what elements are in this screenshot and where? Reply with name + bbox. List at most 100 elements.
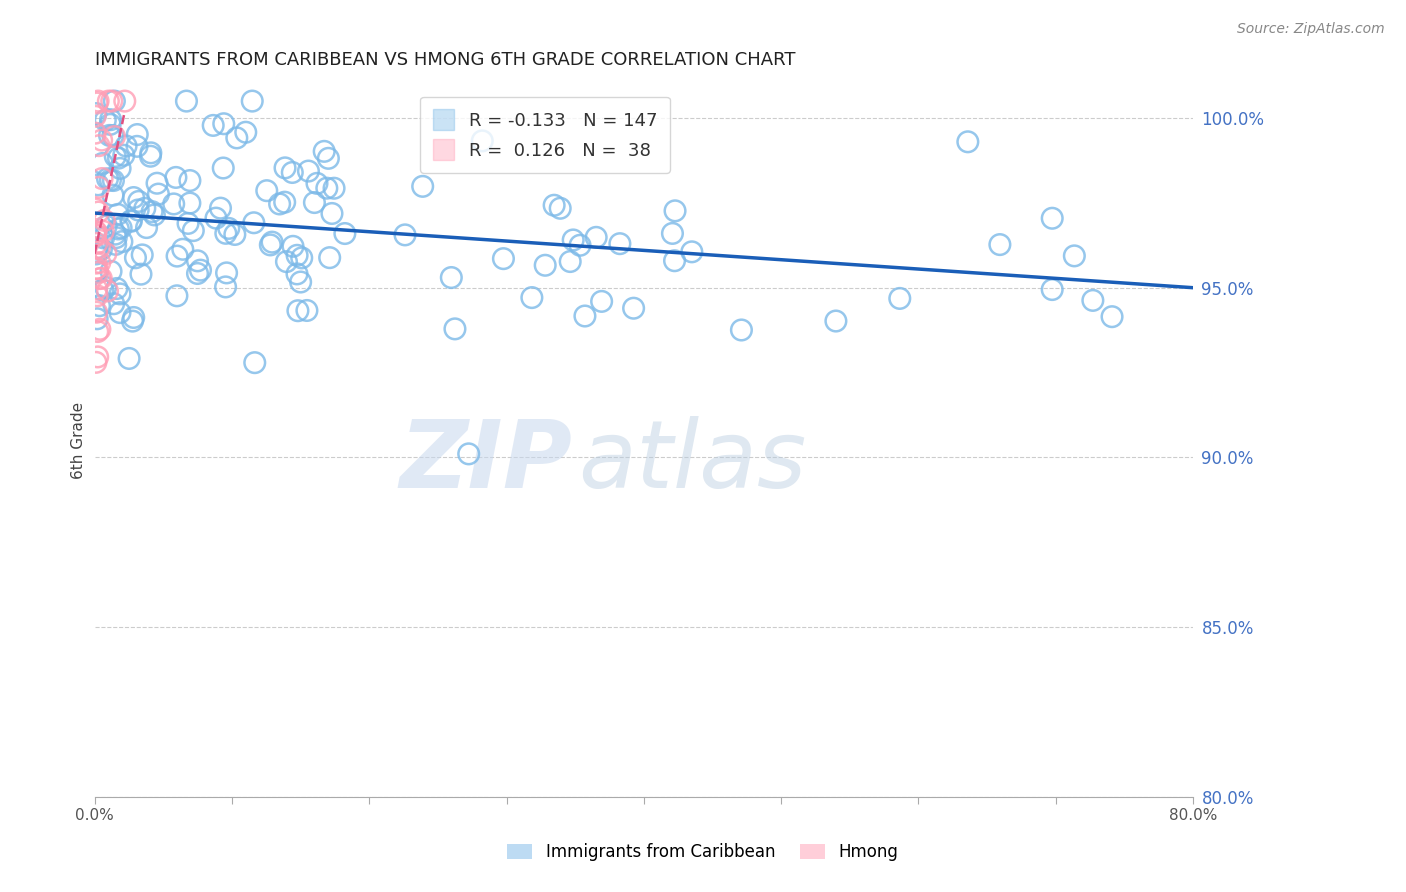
Point bbox=[825, 314, 848, 328]
Point bbox=[285, 248, 308, 262]
Point bbox=[225, 131, 247, 145]
Point bbox=[84, 126, 107, 140]
Point bbox=[609, 236, 631, 251]
Point bbox=[202, 119, 225, 133]
Point bbox=[281, 165, 304, 179]
Point bbox=[412, 179, 434, 194]
Point bbox=[84, 106, 107, 120]
Point bbox=[100, 94, 122, 108]
Point bbox=[103, 296, 125, 310]
Point bbox=[89, 255, 111, 269]
Point bbox=[107, 151, 129, 165]
Point bbox=[574, 309, 596, 323]
Point bbox=[86, 265, 108, 279]
Point bbox=[1040, 283, 1063, 297]
Point bbox=[956, 135, 979, 149]
Point bbox=[143, 208, 166, 222]
Point bbox=[166, 289, 188, 303]
Point bbox=[281, 239, 304, 253]
Point bbox=[212, 161, 235, 175]
Point bbox=[89, 240, 111, 254]
Point bbox=[89, 322, 111, 336]
Point bbox=[86, 289, 108, 303]
Point bbox=[104, 227, 127, 241]
Point bbox=[394, 227, 416, 242]
Point bbox=[163, 197, 186, 211]
Point bbox=[91, 224, 114, 238]
Point bbox=[103, 94, 125, 108]
Point bbox=[107, 207, 129, 221]
Point bbox=[134, 202, 156, 216]
Text: IMMIGRANTS FROM CARIBBEAN VS HMONG 6TH GRADE CORRELATION CHART: IMMIGRANTS FROM CARIBBEAN VS HMONG 6TH G… bbox=[94, 51, 794, 69]
Point bbox=[304, 195, 326, 210]
Point bbox=[86, 305, 108, 319]
Point bbox=[86, 265, 108, 279]
Point bbox=[87, 325, 110, 339]
Point bbox=[103, 173, 125, 187]
Point bbox=[98, 117, 121, 131]
Point bbox=[148, 187, 170, 202]
Point bbox=[84, 228, 107, 243]
Point bbox=[889, 292, 911, 306]
Point bbox=[141, 204, 163, 219]
Point bbox=[276, 254, 298, 268]
Point bbox=[543, 198, 565, 212]
Point bbox=[560, 254, 582, 268]
Point bbox=[129, 267, 152, 281]
Point bbox=[591, 294, 613, 309]
Point bbox=[176, 94, 198, 108]
Point bbox=[86, 350, 108, 364]
Point bbox=[86, 261, 108, 276]
Point bbox=[548, 201, 571, 215]
Point bbox=[87, 138, 110, 153]
Point bbox=[96, 284, 118, 298]
Point bbox=[122, 310, 145, 325]
Point bbox=[988, 237, 1011, 252]
Point bbox=[623, 301, 645, 316]
Point bbox=[205, 211, 228, 226]
Point bbox=[94, 246, 117, 260]
Point bbox=[243, 356, 266, 370]
Point bbox=[215, 266, 238, 280]
Point bbox=[269, 197, 291, 211]
Point bbox=[262, 235, 284, 249]
Point bbox=[664, 203, 686, 218]
Point bbox=[457, 447, 479, 461]
Point bbox=[274, 161, 297, 175]
Point bbox=[111, 235, 134, 249]
Point bbox=[108, 161, 131, 176]
Point bbox=[121, 314, 143, 328]
Point bbox=[114, 94, 136, 108]
Point bbox=[492, 252, 515, 266]
Point bbox=[179, 196, 201, 211]
Point bbox=[84, 227, 107, 242]
Point bbox=[86, 282, 108, 296]
Point bbox=[287, 303, 309, 318]
Point bbox=[534, 258, 557, 272]
Point bbox=[89, 299, 111, 313]
Point bbox=[297, 164, 319, 178]
Point bbox=[94, 280, 117, 294]
Text: atlas: atlas bbox=[578, 417, 806, 508]
Point bbox=[661, 227, 683, 241]
Point bbox=[471, 134, 494, 148]
Point bbox=[190, 263, 212, 277]
Point bbox=[127, 128, 149, 142]
Point bbox=[104, 149, 127, 163]
Point bbox=[321, 206, 343, 220]
Point bbox=[90, 242, 112, 256]
Point bbox=[101, 188, 124, 202]
Point bbox=[569, 238, 592, 252]
Point bbox=[84, 355, 107, 369]
Point bbox=[93, 231, 115, 245]
Point bbox=[212, 117, 235, 131]
Point bbox=[96, 219, 118, 233]
Point bbox=[209, 201, 232, 215]
Point bbox=[118, 351, 141, 366]
Point bbox=[1081, 293, 1104, 308]
Point bbox=[224, 227, 246, 242]
Point bbox=[273, 195, 295, 210]
Point bbox=[314, 145, 336, 159]
Point bbox=[100, 173, 122, 187]
Point bbox=[94, 113, 117, 128]
